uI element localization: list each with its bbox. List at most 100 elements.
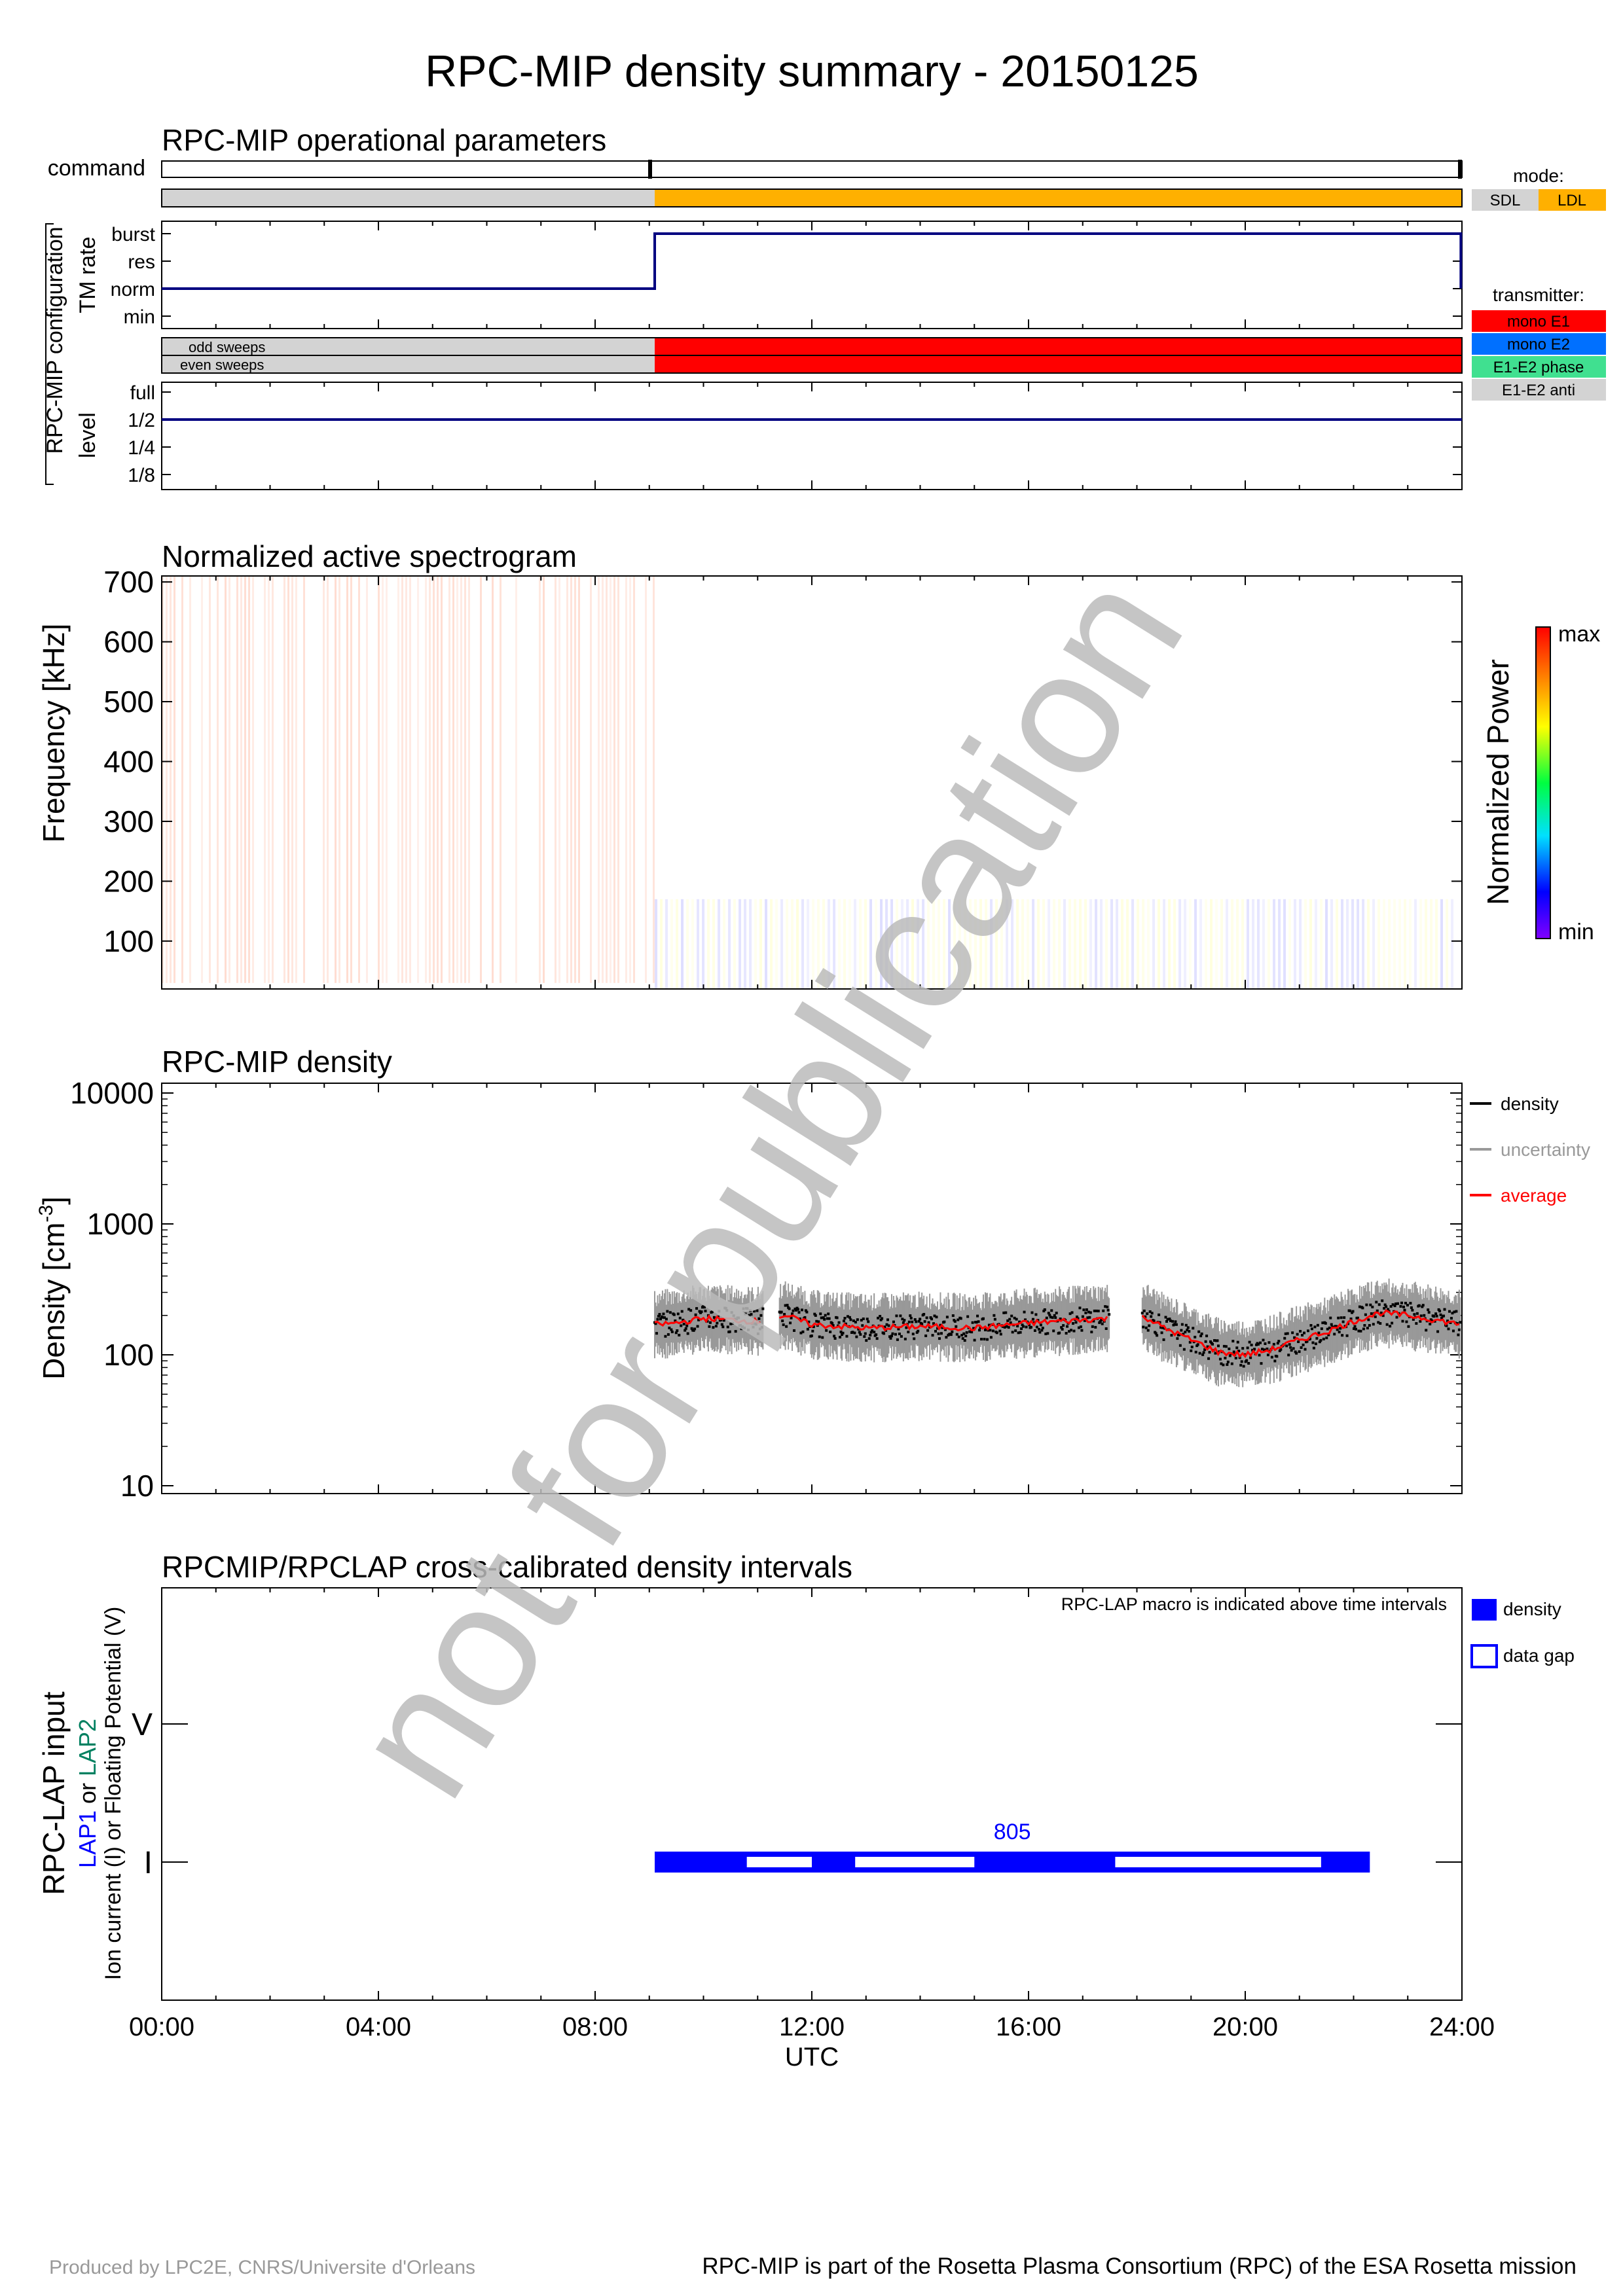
density-point [976, 1314, 979, 1318]
density-point [1296, 1333, 1299, 1336]
spectrogram-stripe [166, 576, 168, 983]
density-yticks: 10000 1000 100 10 [70, 1076, 1462, 1503]
spectrogram-stripe [1419, 899, 1423, 989]
spectrogram-stripe [240, 576, 242, 983]
density-point [1222, 1363, 1225, 1367]
density-point [1264, 1342, 1267, 1345]
density-point [863, 1335, 866, 1338]
density-point [862, 1318, 865, 1321]
density-point [1425, 1329, 1428, 1332]
density-point [983, 1329, 987, 1332]
density-point [1066, 1325, 1069, 1328]
density-point [689, 1309, 693, 1312]
density-point [1190, 1349, 1193, 1352]
ops-title: RPC-MIP operational parameters [162, 123, 606, 157]
density-point [716, 1321, 719, 1325]
density-point [1023, 1310, 1026, 1314]
spectrogram-ytick-label: 100 [103, 924, 154, 958]
density-point [1255, 1343, 1258, 1346]
density-point [822, 1316, 825, 1319]
spectrogram-stripe [969, 899, 972, 989]
spectrogram-stripe [1446, 899, 1449, 989]
spectrogram-stripe [911, 899, 915, 989]
density-point [1162, 1338, 1165, 1341]
density-point [963, 1339, 966, 1342]
spectrogram-stripe [209, 576, 211, 983]
spectrogram-stripe [1184, 899, 1187, 989]
density-point [1446, 1319, 1449, 1323]
spectrogram-stripe [1116, 899, 1119, 989]
density-point [714, 1325, 718, 1328]
transmitter-legend-swatch [1472, 379, 1606, 401]
density-point [1453, 1310, 1456, 1314]
density-point [700, 1310, 703, 1314]
density-point [1356, 1316, 1359, 1319]
density-panel: RPC-MIP density 10000 1000 100 10 Density [… [35, 1045, 1590, 1503]
density-point [1443, 1308, 1446, 1311]
density-point [1246, 1346, 1249, 1350]
density-point [1082, 1308, 1085, 1312]
density-point [668, 1326, 671, 1329]
spectrogram-stripe [621, 576, 623, 983]
density-point [729, 1322, 733, 1325]
spectrogram-stripe [922, 899, 925, 989]
density-point [791, 1312, 794, 1316]
spectrogram-stripe [228, 576, 230, 983]
spectrogram-stripe [791, 899, 794, 989]
spectrogram-stripe [801, 899, 805, 989]
density-point [989, 1329, 992, 1332]
density-point [1015, 1318, 1018, 1321]
density-point [1037, 1327, 1040, 1331]
level-box [161, 382, 1463, 490]
transmitter-legend-label: mono E2 [1507, 336, 1570, 353]
mode-legend-sdl-label: SDL [1490, 192, 1521, 209]
density-point [759, 1314, 763, 1317]
x-axis-label: UTC [785, 2043, 839, 2072]
density-point [1319, 1338, 1322, 1342]
density-point [1209, 1340, 1213, 1343]
spectrogram-stripe [1236, 899, 1239, 989]
density-point [846, 1315, 849, 1318]
density-point [861, 1324, 864, 1327]
density-point [665, 1318, 668, 1321]
density-point [804, 1309, 807, 1312]
spectrogram-stripe [1021, 899, 1025, 989]
density-point [831, 1321, 834, 1325]
density-point [1108, 1313, 1111, 1316]
density-point [747, 1328, 750, 1331]
density-point [1353, 1325, 1357, 1328]
density-point [782, 1323, 785, 1327]
density-point [835, 1316, 839, 1319]
density-point [849, 1318, 852, 1321]
density-point [1354, 1327, 1357, 1331]
density-point [1423, 1314, 1426, 1317]
density-point [731, 1321, 735, 1325]
density-point [1232, 1350, 1235, 1354]
density-point [871, 1329, 874, 1333]
command-bar [161, 160, 1463, 178]
density-point [957, 1318, 960, 1321]
density-point [1250, 1343, 1253, 1346]
density-point [1196, 1343, 1199, 1346]
spectrogram-stripe [276, 576, 278, 983]
spectrogram-stripe [1089, 899, 1093, 989]
density-point [801, 1330, 805, 1333]
spectrogram-stripe [1163, 899, 1166, 989]
spectrogram-stripe [1042, 899, 1046, 989]
density-point [1421, 1305, 1424, 1308]
density-point [951, 1314, 955, 1318]
density-point [885, 1323, 888, 1326]
x-tick-label: 04:00 [346, 2013, 411, 2041]
lap-data-gap [1115, 1857, 1321, 1867]
density-point [1351, 1310, 1355, 1313]
spectrogram-frame-bg [162, 576, 1462, 989]
density-point [748, 1309, 752, 1312]
density-point [945, 1336, 948, 1339]
mode-legend-sdl [1472, 189, 1539, 211]
density-point [1009, 1321, 1012, 1324]
spectrogram-stripe [765, 899, 768, 989]
density-point [1005, 1325, 1008, 1328]
tm-rate-ticks: burst res norm min [111, 224, 1462, 328]
spectrogram-stripe [707, 899, 710, 989]
density-point [1404, 1301, 1407, 1304]
